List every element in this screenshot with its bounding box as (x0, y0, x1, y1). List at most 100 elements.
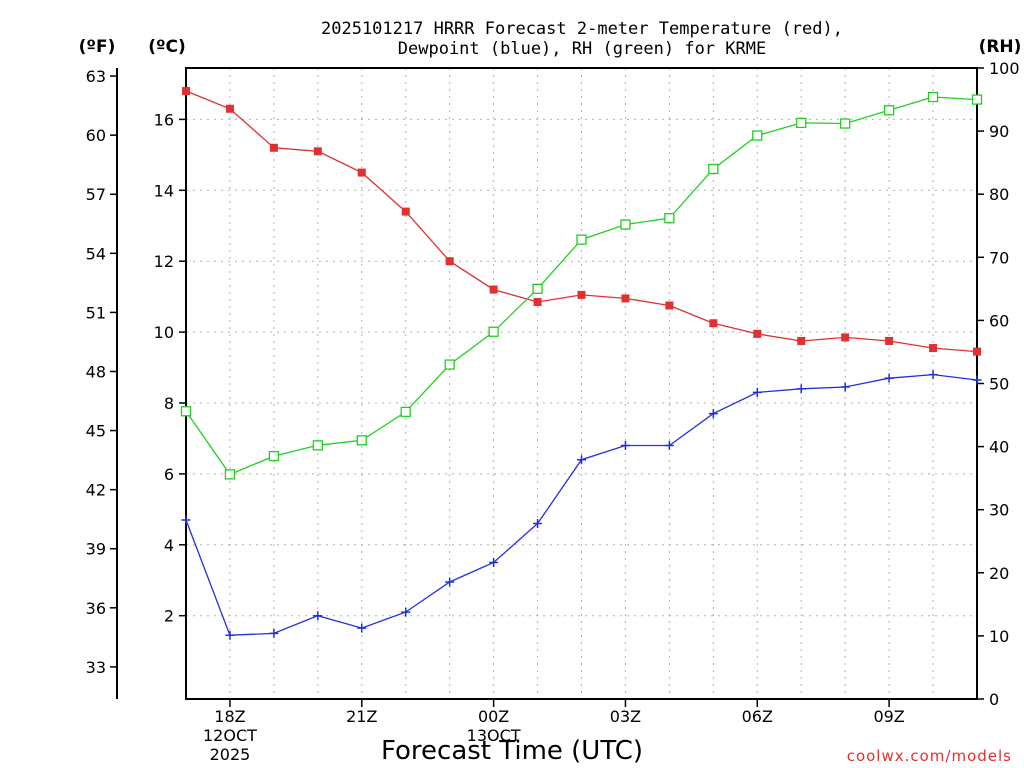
rh-point (488, 326, 499, 337)
gridlines (186, 68, 977, 699)
dewpoint-point (577, 455, 586, 465)
rh-point (356, 435, 367, 446)
fahrenheit-tick-label: 63 (86, 67, 106, 86)
fahrenheit-tick-label: 54 (86, 244, 106, 263)
data-series (180, 87, 983, 640)
celsius-tick-label: 14 (154, 181, 174, 200)
x-tick-label: 00Z (478, 707, 509, 726)
celsius-axis-unit: (ºC) (148, 37, 186, 57)
temperature-point (885, 336, 894, 345)
temperature-line (185, 90, 978, 353)
rh-tick-label: 40 (989, 438, 1009, 457)
rh-tick-label: 30 (989, 501, 1009, 520)
temperature-point (401, 207, 410, 216)
x-tick-label: 12OCT (203, 726, 257, 745)
dewpoint-point (884, 373, 894, 383)
celsius-tick-label: 6 (164, 465, 174, 484)
temperature-point (489, 285, 498, 294)
rh-point (576, 234, 587, 245)
x-axis-label: Forecast Time (UTC) (381, 736, 643, 766)
rh-tick-label: 50 (989, 375, 1009, 394)
dewpoint-point (664, 441, 674, 451)
fahrenheit-tick-label: 60 (86, 126, 106, 145)
rh-tick-label: 60 (989, 311, 1009, 330)
dewpoint-point (269, 628, 279, 638)
temperature-point (797, 336, 806, 345)
dewpoint-point (489, 558, 499, 568)
dewpoint-line (185, 373, 978, 636)
fahrenheit-axis-unit: (ºF) (79, 37, 116, 57)
rh-point (224, 469, 236, 480)
tick-labels: 33 36 39 42 45 48 51 54 57 60 63 2 4 6 8 10 12 14 16 0 10 20 3… (86, 59, 1020, 764)
celsius-tick-label: 2 (164, 607, 174, 626)
dewpoint-point (972, 375, 982, 385)
dewpoint-point (928, 370, 938, 380)
temperature-point (929, 344, 938, 353)
temperature-point (445, 257, 454, 266)
rh-point (312, 440, 323, 451)
celsius-tick-label: 16 (154, 110, 174, 129)
rh-point (444, 359, 455, 370)
dewpoint-point (533, 519, 543, 529)
fahrenheit-tick-label: 51 (86, 303, 106, 322)
x-tick-label: 13OCT (467, 726, 521, 745)
rh-tick-label: 70 (989, 248, 1009, 267)
temperature-point (665, 301, 674, 310)
dewpoint-point (357, 623, 367, 633)
rh-point (708, 163, 719, 175)
fahrenheit-tick-label: 48 (86, 362, 106, 381)
rh-axis-unit: (RH) (979, 37, 1022, 57)
rh-point (752, 130, 763, 141)
dewpoint-point (445, 577, 455, 587)
temperature-point (357, 168, 366, 177)
temperature-point (753, 329, 762, 338)
temperature-point (841, 333, 850, 342)
dewpoint-point (796, 384, 806, 394)
dewpoint-point (752, 387, 762, 397)
dewpoint-point (225, 630, 235, 640)
rh-point (532, 283, 543, 295)
fahrenheit-tick-label: 33 (86, 658, 106, 677)
fahrenheit-tick-label: 57 (86, 185, 106, 204)
x-tick-label: 06Z (742, 707, 773, 726)
x-tick-label: 09Z (873, 707, 904, 726)
rh-point (840, 118, 851, 129)
temperature-point (577, 290, 586, 299)
rh-point (883, 105, 895, 116)
rh-tick-label: 0 (989, 690, 999, 709)
rh-point (664, 213, 675, 224)
credit-text: coolwx.com/models (847, 747, 1012, 765)
rh-tick-label: 100 (989, 59, 1020, 78)
rh-tick-label: 90 (989, 122, 1009, 141)
rh-tick-label: 80 (989, 185, 1009, 204)
dewpoint-point (840, 382, 850, 392)
fahrenheit-tick-label: 45 (86, 422, 106, 441)
celsius-tick-label: 10 (154, 323, 174, 342)
temperature-point (269, 143, 278, 152)
rh-tick-label: 20 (989, 564, 1009, 583)
rh-tick-label: 10 (989, 627, 1009, 646)
celsius-tick-label: 12 (154, 252, 174, 271)
rh-point (268, 450, 280, 462)
dewpoint-point (401, 607, 411, 617)
celsius-tick-label: 4 (164, 536, 174, 555)
rh-point (796, 117, 807, 129)
fahrenheit-tick-label: 39 (86, 540, 106, 559)
temperature-point (182, 87, 190, 96)
rh-point (620, 219, 631, 230)
temperature-point (621, 294, 630, 303)
chart-title-line-1: 2025101217 HRRR Forecast 2-meter Tempera… (321, 19, 843, 39)
temperature-point (709, 319, 718, 328)
temperature-point (533, 297, 542, 306)
rh-point (180, 406, 192, 417)
x-tick-label: 18Z (214, 707, 245, 726)
temperature-point (973, 347, 981, 356)
x-tick-label: 2025 (210, 745, 251, 764)
rh-point (927, 91, 939, 103)
x-tick-label: 21Z (346, 707, 377, 726)
temperature-point (313, 147, 322, 156)
celsius-tick-label: 8 (164, 394, 174, 413)
rh-point (400, 406, 411, 418)
chart-title-line-2: Dewpoint (blue), RH (green) for KRME (398, 39, 766, 59)
